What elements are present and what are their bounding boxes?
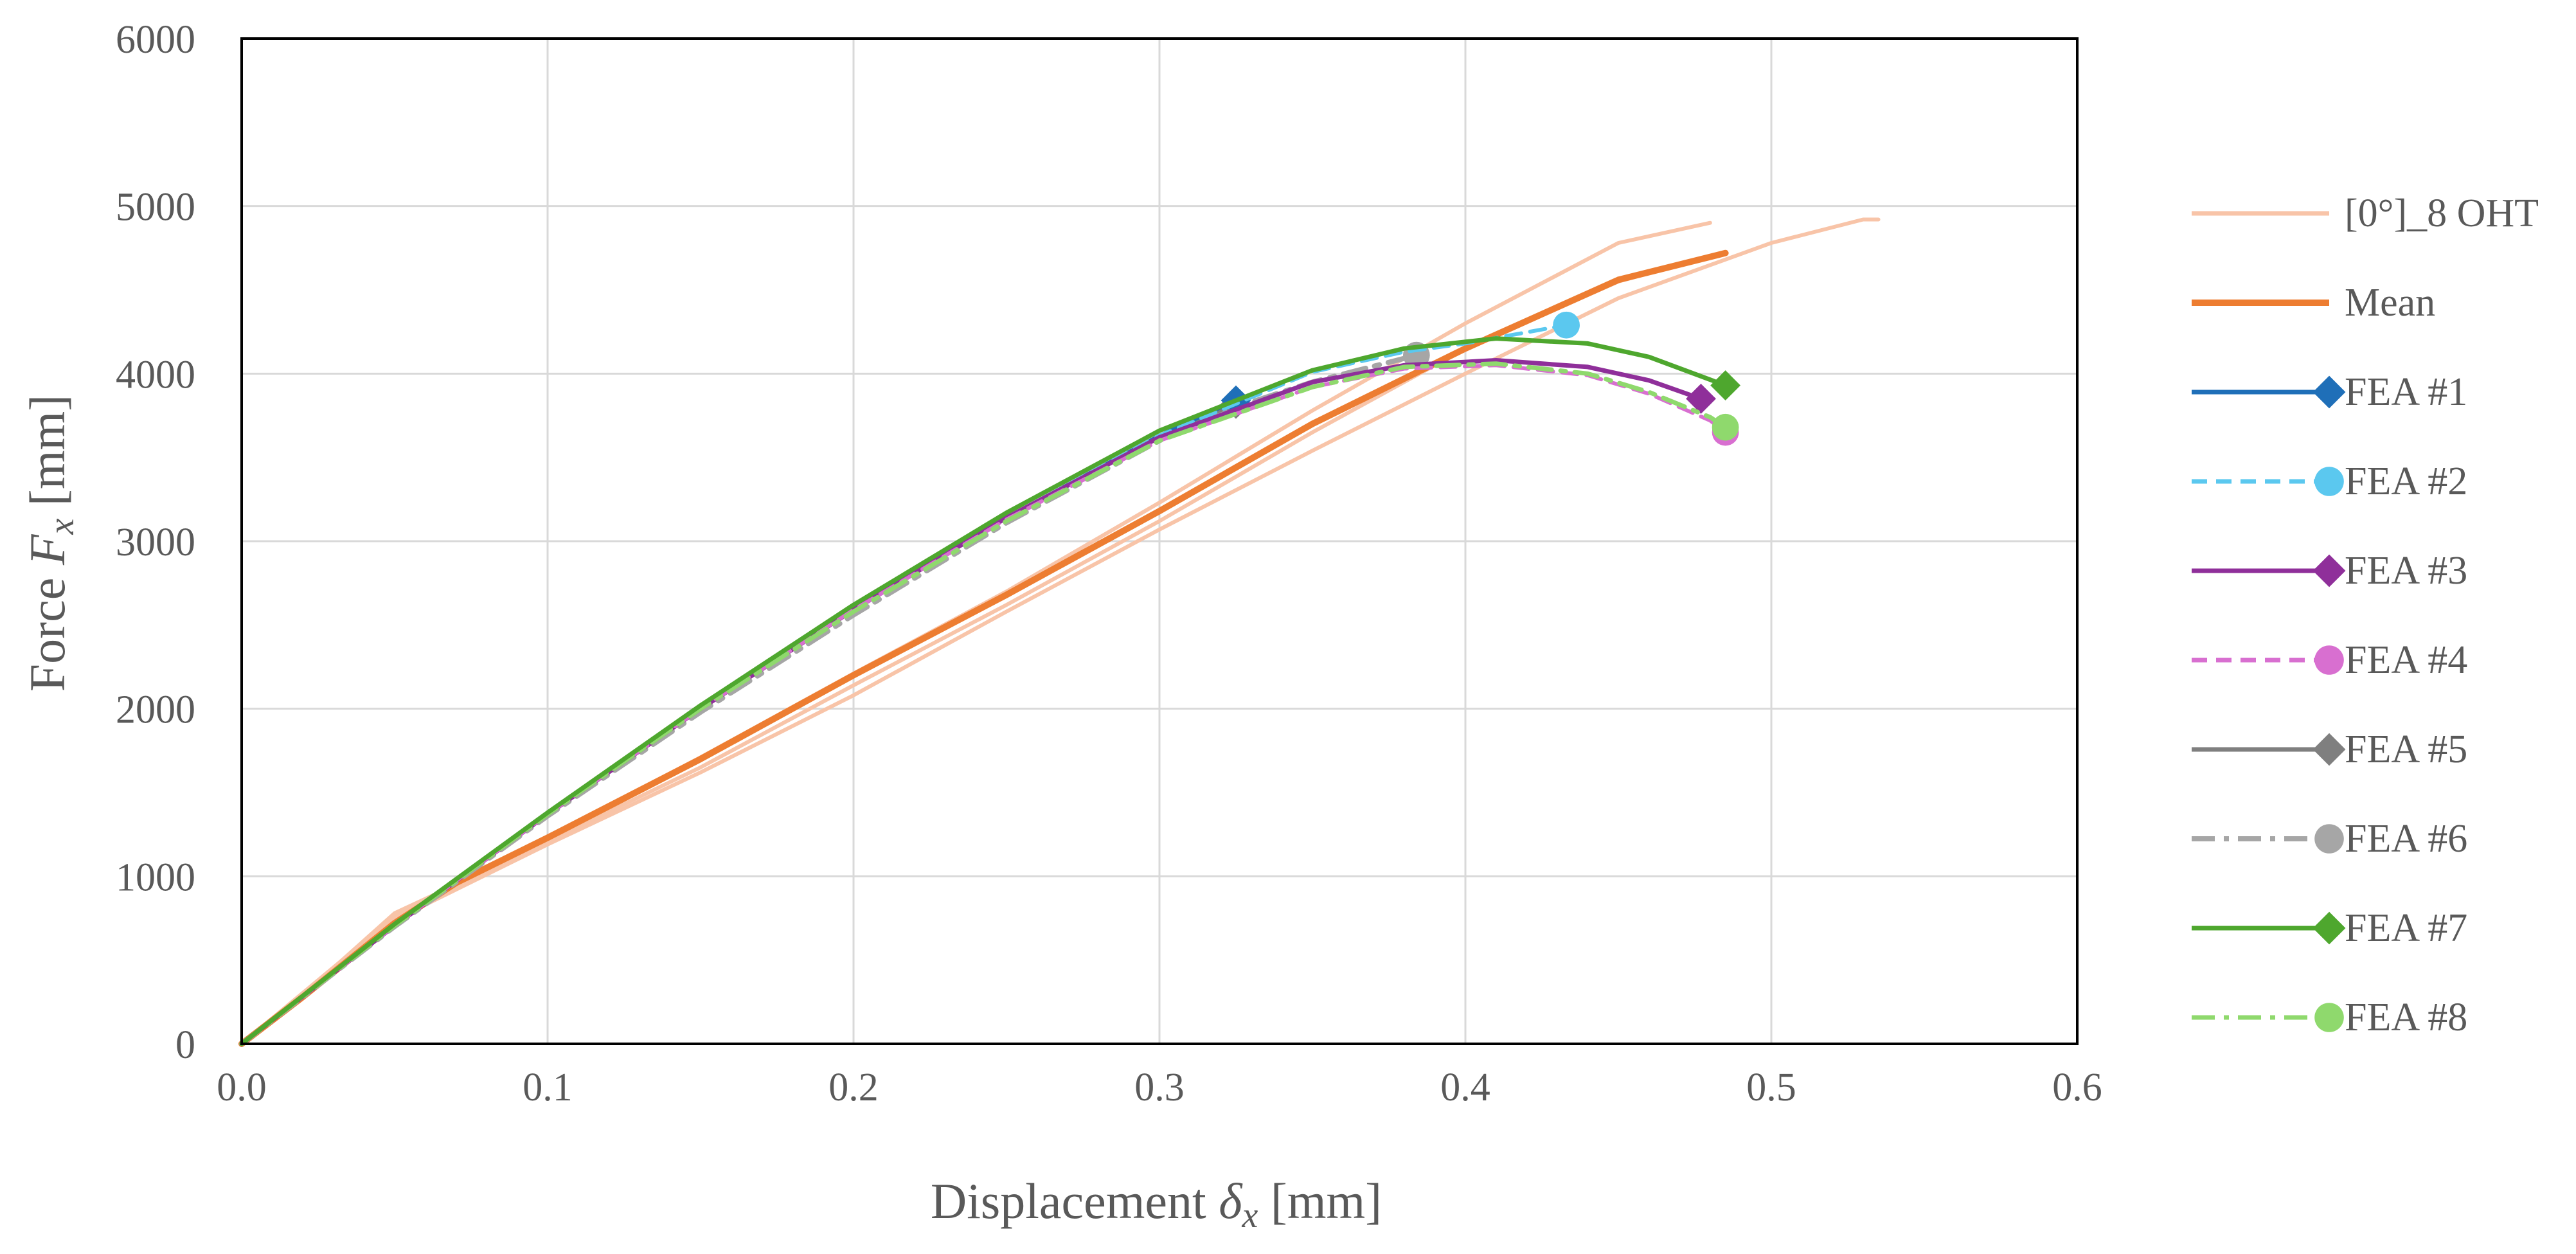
y-tick-label: 6000 bbox=[116, 18, 195, 62]
y-axis-title-symbol: F bbox=[19, 533, 75, 566]
legend-label: FEA #5 bbox=[2345, 728, 2467, 771]
x-axis-title: Displacement δx [mm] bbox=[931, 1173, 1382, 1235]
x-tick-label: 0.4 bbox=[1440, 1066, 1490, 1109]
legend-marker-fea2 bbox=[2314, 467, 2344, 496]
series-oht2 bbox=[240, 217, 1881, 1046]
legend-label: [0°]_8 OHT bbox=[2345, 192, 2539, 235]
legend-item-fea3: FEA #3 bbox=[2192, 549, 2467, 593]
x-axis-title-prefix: Displacement bbox=[931, 1173, 1219, 1229]
series-end-marker-fea8 bbox=[1712, 413, 1739, 441]
series-line-fea8 bbox=[239, 361, 1728, 1046]
tick-labels: 0.0 0.1 0.2 0.3 0.4 0.5 0.6 0 1000 2000 3000 4000 50… bbox=[116, 18, 2102, 1109]
legend-label: FEA #6 bbox=[2345, 817, 2467, 861]
series-end-marker-fea2 bbox=[1553, 311, 1580, 339]
x-tick-label: 0.1 bbox=[523, 1066, 573, 1109]
y-axis-title: Force Fx [mm] bbox=[19, 395, 82, 692]
y-tick-label: 4000 bbox=[116, 353, 195, 397]
legend-label: FEA #4 bbox=[2345, 638, 2467, 682]
series-end-marker-fea7 bbox=[1710, 370, 1741, 400]
legend-item-oht1: [0°]_8 OHT bbox=[2192, 192, 2539, 235]
x-tick-label: 0.2 bbox=[828, 1066, 879, 1109]
series-end-marker-fea3 bbox=[1686, 384, 1716, 414]
x-tick-label: 0.0 bbox=[217, 1066, 267, 1109]
legend-label: FEA #8 bbox=[2345, 996, 2467, 1039]
legend-marker-fea4 bbox=[2314, 645, 2344, 675]
x-axis-title-subscript: x bbox=[1241, 1196, 1258, 1235]
y-tick-label: 5000 bbox=[116, 186, 195, 229]
legend-item-fea8: FEA #8 bbox=[2192, 996, 2467, 1039]
legend-marker-fea5 bbox=[2312, 733, 2346, 766]
x-tick-label: 0.5 bbox=[1746, 1066, 1796, 1109]
legend: [0°]_8 OHT Mean FEA #1 FEA #2 FEA #3 FEA #4 FE… bbox=[2192, 192, 2539, 1039]
x-axis-title-symbol: δ bbox=[1219, 1173, 1243, 1229]
y-axis-title-prefix: Force bbox=[19, 565, 75, 692]
legend-item-fea1: FEA #1 bbox=[2192, 370, 2467, 414]
legend-marker-fea1 bbox=[2312, 375, 2346, 409]
legend-item-fea4: FEA #4 bbox=[2192, 638, 2467, 682]
y-tick-label: 2000 bbox=[116, 688, 195, 732]
legend-marker-fea3 bbox=[2312, 554, 2346, 587]
legend-label: FEA #2 bbox=[2345, 460, 2467, 503]
y-axis-title-suffix: [mm] bbox=[19, 395, 75, 519]
legend-item-fea7: FEA #7 bbox=[2192, 906, 2467, 950]
legend-label: FEA #3 bbox=[2345, 549, 2467, 593]
legend-marker-fea8 bbox=[2314, 1003, 2344, 1032]
legend-label: FEA #1 bbox=[2345, 370, 2467, 414]
legend-label: FEA #7 bbox=[2345, 906, 2467, 950]
y-tick-label: 1000 bbox=[116, 855, 195, 899]
series-line-oht2 bbox=[240, 217, 1881, 1046]
legend-item-fea5: FEA #5 bbox=[2192, 728, 2467, 771]
legend-label: Mean bbox=[2345, 281, 2435, 325]
legend-marker-fea7 bbox=[2312, 911, 2346, 945]
legend-marker-fea6 bbox=[2314, 824, 2344, 854]
plot-area-border bbox=[240, 37, 2079, 1045]
grid-lines bbox=[242, 39, 2077, 1044]
y-tick-label: 3000 bbox=[116, 521, 195, 564]
series-fea8 bbox=[239, 361, 1739, 1046]
x-axis-title-suffix: [mm] bbox=[1258, 1173, 1382, 1229]
series-fea7 bbox=[239, 336, 1741, 1046]
data-series bbox=[238, 217, 1881, 1047]
series-line-fea7 bbox=[239, 336, 1728, 1046]
legend-item-fea2: FEA #2 bbox=[2192, 460, 2467, 503]
x-tick-label: 0.6 bbox=[2052, 1066, 2102, 1109]
legend-item-mean: Mean bbox=[2192, 281, 2435, 325]
y-tick-label: 0 bbox=[175, 1023, 195, 1067]
plot-frame bbox=[240, 37, 2079, 1045]
legend-item-fea6: FEA #6 bbox=[2192, 817, 2467, 861]
x-tick-label: 0.3 bbox=[1134, 1066, 1185, 1109]
y-axis-title-subscript: x bbox=[42, 518, 82, 535]
